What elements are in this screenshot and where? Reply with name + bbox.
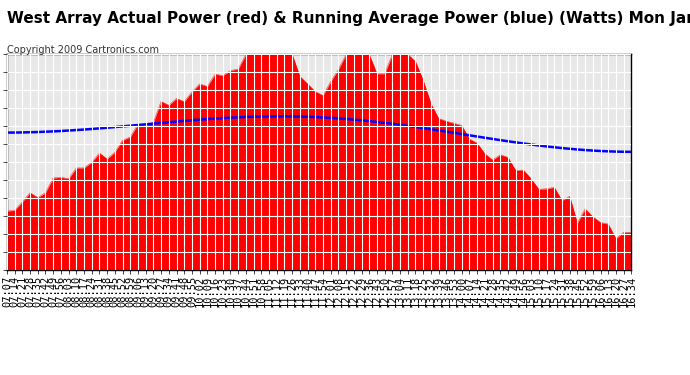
Text: Copyright 2009 Cartronics.com: Copyright 2009 Cartronics.com xyxy=(7,45,159,55)
Text: West Array Actual Power (red) & Running Average Power (blue) (Watts) Mon Jan 26 : West Array Actual Power (red) & Running … xyxy=(7,11,690,26)
